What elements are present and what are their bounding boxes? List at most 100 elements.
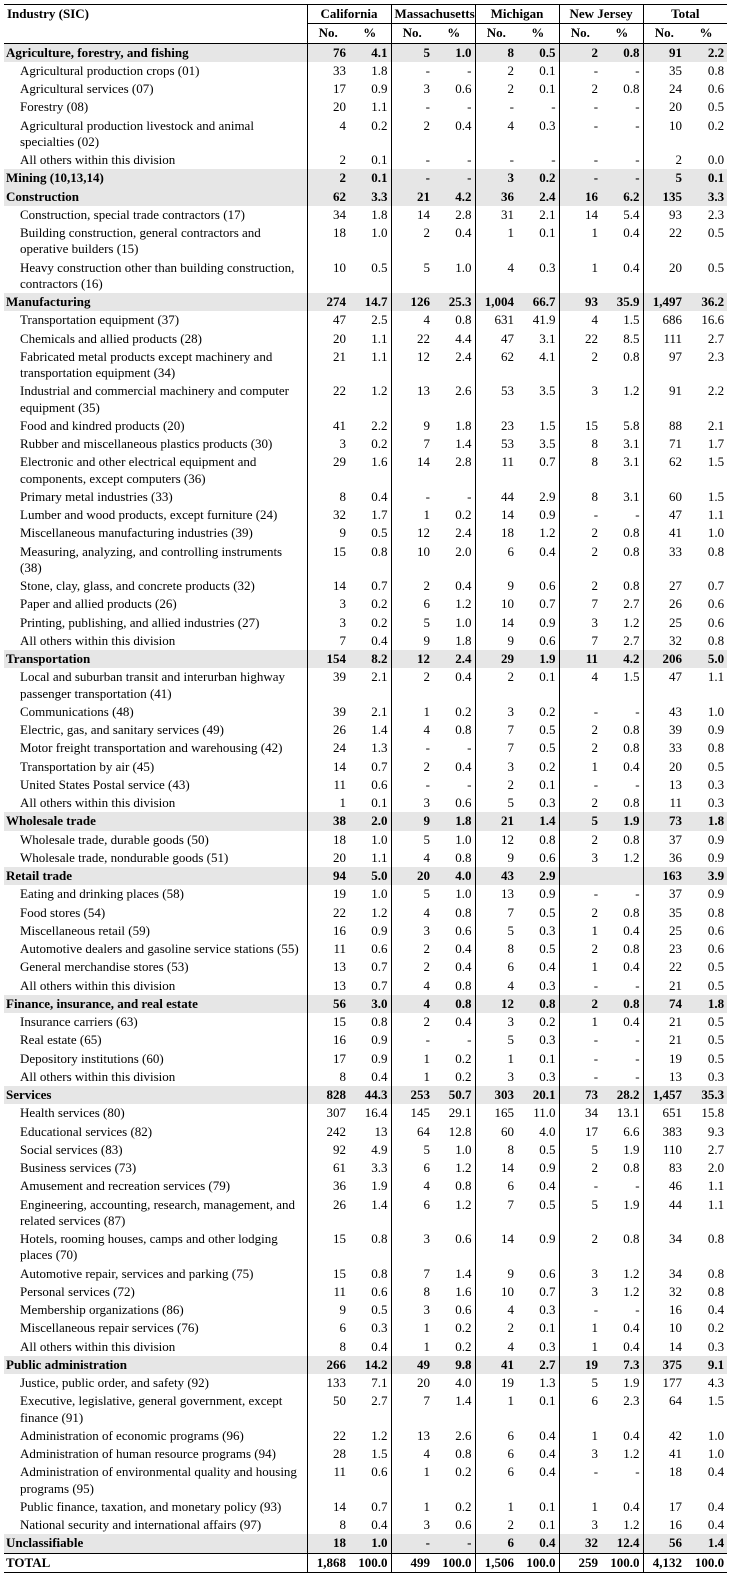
data-cell: 2.2 bbox=[685, 382, 727, 417]
data-cell: 4 bbox=[391, 995, 433, 1013]
data-cell: 0.4 bbox=[517, 1463, 559, 1498]
data-cell: 37 bbox=[643, 885, 685, 903]
data-cell: 2 bbox=[559, 739, 601, 757]
data-cell: 0.6 bbox=[349, 940, 391, 958]
data-cell: 1.8 bbox=[433, 812, 475, 830]
row-label: Motor freight transportation and warehou… bbox=[4, 739, 307, 757]
table-row: Depository institutions (60)170.910.210.… bbox=[4, 1050, 727, 1068]
data-cell: 2 bbox=[643, 151, 685, 169]
data-cell: 2.2 bbox=[349, 417, 391, 435]
data-cell: 111 bbox=[643, 330, 685, 348]
data-cell: 13 bbox=[307, 977, 349, 995]
data-cell: 0.8 bbox=[433, 849, 475, 867]
table-row: Building construction, general contracto… bbox=[4, 224, 727, 259]
data-cell: 14 bbox=[307, 1498, 349, 1516]
data-cell: 2.7 bbox=[349, 1392, 391, 1427]
data-cell: 88 bbox=[643, 417, 685, 435]
data-cell: 3.5 bbox=[517, 382, 559, 417]
table-row: Wholesale trade, nondurable goods (51)20… bbox=[4, 849, 727, 867]
data-cell: 0.1 bbox=[517, 224, 559, 259]
data-cell: - bbox=[559, 1050, 601, 1068]
data-cell: 1.2 bbox=[349, 382, 391, 417]
data-cell: 15 bbox=[307, 1265, 349, 1283]
data-cell: 0.9 bbox=[517, 1159, 559, 1177]
data-cell: 0.8 bbox=[601, 1230, 643, 1265]
data-cell: 3 bbox=[391, 794, 433, 812]
table-row: Unclassifiable181.0--60.43212.4561.4 bbox=[4, 1534, 727, 1553]
data-cell: 5 bbox=[559, 812, 601, 830]
data-cell: 32 bbox=[643, 632, 685, 650]
table-row: United States Postal service (43)110.6--… bbox=[4, 776, 727, 794]
data-cell: 1 bbox=[391, 703, 433, 721]
data-cell: 11 bbox=[559, 650, 601, 668]
data-cell: 23 bbox=[475, 417, 517, 435]
data-cell: 0.6 bbox=[349, 776, 391, 794]
row-label: Miscellaneous manufacturing industries (… bbox=[4, 524, 307, 542]
data-cell: 0.4 bbox=[601, 1319, 643, 1337]
data-cell: - bbox=[601, 1177, 643, 1195]
data-cell: 0.1 bbox=[517, 80, 559, 98]
subhdr-pct: % bbox=[517, 24, 559, 43]
row-label: Public finance, taxation, and monetary p… bbox=[4, 1498, 307, 1516]
row-label: Measuring, analyzing, and controlling in… bbox=[4, 543, 307, 578]
data-cell: 0.8 bbox=[517, 831, 559, 849]
row-label: United States Postal service (43) bbox=[4, 776, 307, 794]
data-cell: 29 bbox=[475, 650, 517, 668]
data-cell: 1,457 bbox=[643, 1086, 685, 1104]
data-cell: 1.2 bbox=[601, 1445, 643, 1463]
data-cell: 8 bbox=[307, 1338, 349, 1356]
data-cell: 2 bbox=[559, 904, 601, 922]
data-cell: 0.9 bbox=[349, 1050, 391, 1068]
data-cell: 34 bbox=[643, 1265, 685, 1283]
data-cell: 0.5 bbox=[685, 758, 727, 776]
data-cell: - bbox=[559, 151, 601, 169]
data-cell: 1.9 bbox=[601, 1141, 643, 1159]
row-label: Forestry (08) bbox=[4, 98, 307, 116]
data-cell: - bbox=[433, 1031, 475, 1049]
data-cell: 0.9 bbox=[349, 1031, 391, 1049]
section-label: Finance, insurance, and real estate bbox=[4, 995, 307, 1013]
data-cell: 2 bbox=[559, 1159, 601, 1177]
data-cell: 145 bbox=[391, 1104, 433, 1122]
data-cell: 36 bbox=[307, 1177, 349, 1195]
data-cell: 0.8 bbox=[601, 739, 643, 757]
data-cell: 0.5 bbox=[517, 940, 559, 958]
row-label: General merchandise stores (53) bbox=[4, 958, 307, 976]
row-label: Transportation by air (45) bbox=[4, 758, 307, 776]
data-cell: 1.8 bbox=[349, 206, 391, 224]
data-cell: - bbox=[559, 703, 601, 721]
data-cell: 2 bbox=[391, 577, 433, 595]
data-cell: 1.2 bbox=[433, 595, 475, 613]
data-cell: 2.5 bbox=[349, 311, 391, 329]
data-cell: 1,497 bbox=[643, 293, 685, 311]
data-cell: 9 bbox=[391, 632, 433, 650]
data-cell: 13 bbox=[475, 885, 517, 903]
row-label: Miscellaneous repair services (76) bbox=[4, 1319, 307, 1337]
data-cell: 9 bbox=[307, 1301, 349, 1319]
data-cell: 43 bbox=[475, 867, 517, 885]
data-cell: - bbox=[559, 506, 601, 524]
data-cell: 0.8 bbox=[685, 739, 727, 757]
data-cell: - bbox=[601, 703, 643, 721]
table-row: All others within this division20.1-----… bbox=[4, 151, 727, 169]
data-cell: 0.7 bbox=[517, 595, 559, 613]
data-cell: 4.9 bbox=[349, 1141, 391, 1159]
data-cell: 7 bbox=[307, 632, 349, 650]
data-cell: 0.5 bbox=[685, 1013, 727, 1031]
table-row: Insurance carriers (63)150.820.430.210.4… bbox=[4, 1013, 727, 1031]
row-label: Engineering, accounting, research, manag… bbox=[4, 1196, 307, 1231]
data-cell: 0.8 bbox=[685, 632, 727, 650]
data-cell: 0.8 bbox=[601, 940, 643, 958]
data-cell: 1.5 bbox=[685, 488, 727, 506]
data-cell: 4 bbox=[475, 117, 517, 152]
data-cell: 23 bbox=[643, 940, 685, 958]
data-cell: 8 bbox=[475, 1141, 517, 1159]
data-cell: 0.2 bbox=[685, 117, 727, 152]
data-cell: 1 bbox=[559, 259, 601, 294]
data-cell: 1.5 bbox=[685, 1392, 727, 1427]
data-cell: 0.5 bbox=[685, 98, 727, 116]
data-cell: 0.4 bbox=[517, 1427, 559, 1445]
data-cell: 6 bbox=[475, 1534, 517, 1553]
data-cell: 66.7 bbox=[517, 293, 559, 311]
data-cell: 1.7 bbox=[685, 435, 727, 453]
